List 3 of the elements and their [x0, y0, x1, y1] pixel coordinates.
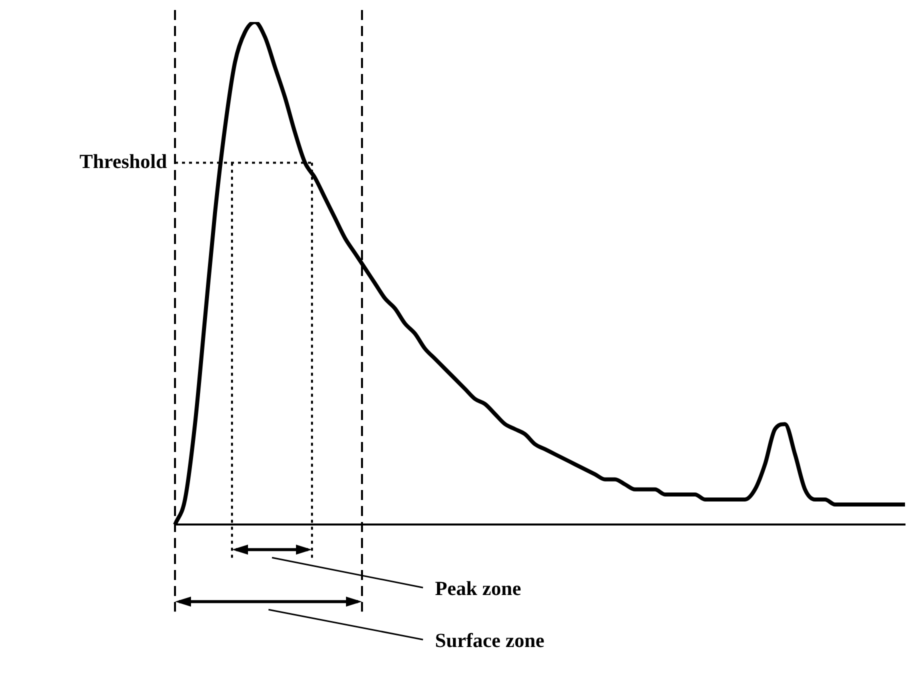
text: Surface zone [435, 630, 545, 652]
text: Peak zone [435, 578, 522, 600]
ref-line-label: Threshold [80, 150, 167, 173]
